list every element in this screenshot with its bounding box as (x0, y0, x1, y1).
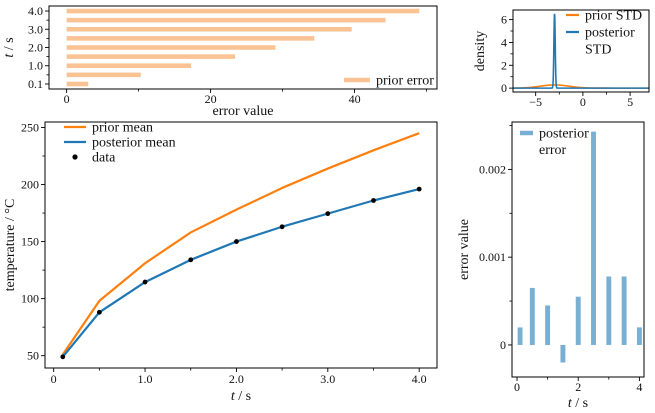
svg-text:4: 4 (636, 380, 642, 394)
bar-t-0.5 (66, 72, 141, 78)
svg-text:0: 0 (580, 95, 586, 109)
x-axis: 0 20 40 error value (64, 89, 427, 119)
y-axis: 0 0.001 0.002 error value (457, 125, 512, 352)
svg-text:prior error: prior error (376, 74, 434, 89)
svg-text:100: 100 (21, 292, 39, 306)
svg-text:prior mean: prior mean (92, 121, 153, 136)
svg-text:50: 50 (27, 349, 39, 363)
svg-text:posterior mean: posterior mean (92, 136, 176, 151)
svg-text:3.0: 3.0 (28, 22, 43, 36)
svg-text:6: 6 (501, 13, 507, 27)
line-posterior-mean (61, 188, 420, 358)
svg-text:0.002: 0.002 (479, 162, 506, 176)
bar-t-1 (545, 305, 551, 345)
svg-text:0: 0 (64, 92, 70, 106)
subplot-posterior-error: 0 2 4 t / s 0 0.001 0.002 error value posteriore… (457, 121, 645, 411)
svg-text:0.001: 0.001 (479, 250, 506, 264)
bar-t-4 (636, 327, 642, 345)
svg-text:2.0: 2.0 (229, 372, 244, 386)
posterior-error-bars (517, 131, 642, 363)
svg-text:STD: STD (585, 43, 611, 58)
svg-text:t / s: t / s (2, 37, 17, 57)
legend: prior error (344, 74, 434, 89)
svg-text:2: 2 (501, 58, 507, 72)
subplot-prior-error: 0 20 40 error value 0.1 1.0 2.0 3.0 4.0 t / s prio… (2, 4, 438, 119)
bar-t-4.0 (66, 8, 420, 14)
svg-text:250: 250 (21, 120, 39, 134)
svg-text:error: error (539, 143, 567, 158)
y-axis: 50 100 150 200 250 temperature / °C (3, 120, 45, 363)
svg-text:4: 4 (501, 35, 507, 49)
bar-t-2.5 (591, 131, 596, 345)
svg-text:2: 2 (575, 380, 581, 394)
svg-text:0.1: 0.1 (28, 77, 43, 91)
bar-t-1.5 (560, 344, 566, 363)
bar-t-3.5 (66, 17, 386, 23)
prior-error-bars (66, 8, 420, 87)
bar-t-1.5 (66, 54, 236, 59)
data-points (60, 186, 422, 360)
svg-text:temperature / °C: temperature / °C (3, 199, 18, 292)
bar-t-0.1 (517, 327, 523, 345)
bar-t-3.5 (621, 276, 627, 345)
svg-text:4.0: 4.0 (28, 4, 43, 18)
bar-t-3.0 (66, 26, 352, 32)
svg-text:prior STD: prior STD (585, 9, 642, 24)
bar-t-2.5 (66, 36, 315, 41)
curve-posterior-STD (513, 13, 649, 89)
svg-text:2.0: 2.0 (28, 41, 43, 55)
bar-t-1.0 (66, 63, 192, 69)
density-curves (513, 13, 649, 89)
svg-text:0: 0 (514, 380, 520, 394)
svg-text:150: 150 (21, 235, 39, 249)
svg-text:posterior: posterior (539, 127, 589, 142)
bar-t-3 (606, 276, 612, 345)
svg-text:t / s: t / s (568, 396, 588, 411)
svg-text:posterior: posterior (585, 26, 635, 41)
svg-text:5: 5 (627, 95, 633, 109)
svg-text:0: 0 (51, 372, 57, 386)
bar-t-0.5 (529, 287, 535, 345)
svg-text:40: 40 (349, 92, 361, 106)
svg-text:error value: error value (212, 104, 273, 119)
svg-text:1.0: 1.0 (138, 372, 153, 386)
subplot-std-density: −5 0 5 0 2 4 6 density prior STD posterior STD (473, 9, 650, 109)
svg-text:density: density (473, 31, 488, 71)
x-axis: 0 2 4 t / s (514, 377, 642, 411)
bar-t-0.1 (66, 81, 89, 87)
legend: prior STD posterior STD (566, 9, 642, 58)
svg-text:4.0: 4.0 (412, 372, 427, 386)
y-axis: 0.1 1.0 2.0 3.0 4.0 t / s (2, 4, 49, 91)
svg-text:error value: error value (457, 219, 472, 280)
x-axis: 0 1.0 2.0 3.0 4.0 t / s (51, 368, 427, 404)
svg-text:20: 20 (205, 92, 217, 106)
bar-t-2.0 (66, 45, 276, 50)
x-axis: −5 0 5 (529, 92, 633, 109)
svg-text:−5: −5 (529, 95, 542, 109)
y-axis: 0 2 4 6 density (473, 13, 513, 95)
svg-text:1.0: 1.0 (28, 59, 43, 73)
line-prior-mean (61, 132, 420, 356)
svg-text:0: 0 (500, 338, 506, 352)
subplot-mean-temperature: 0 1.0 2.0 3.0 4.0 t / s 50 100 150 200 250 temperat… (3, 120, 438, 404)
mean-series (60, 132, 422, 360)
bar-t-2 (575, 296, 581, 345)
svg-text:t / s: t / s (231, 389, 251, 404)
svg-text:3.0: 3.0 (320, 372, 335, 386)
svg-text:200: 200 (21, 178, 39, 192)
svg-text:0: 0 (501, 81, 507, 95)
svg-text:data: data (92, 151, 116, 166)
